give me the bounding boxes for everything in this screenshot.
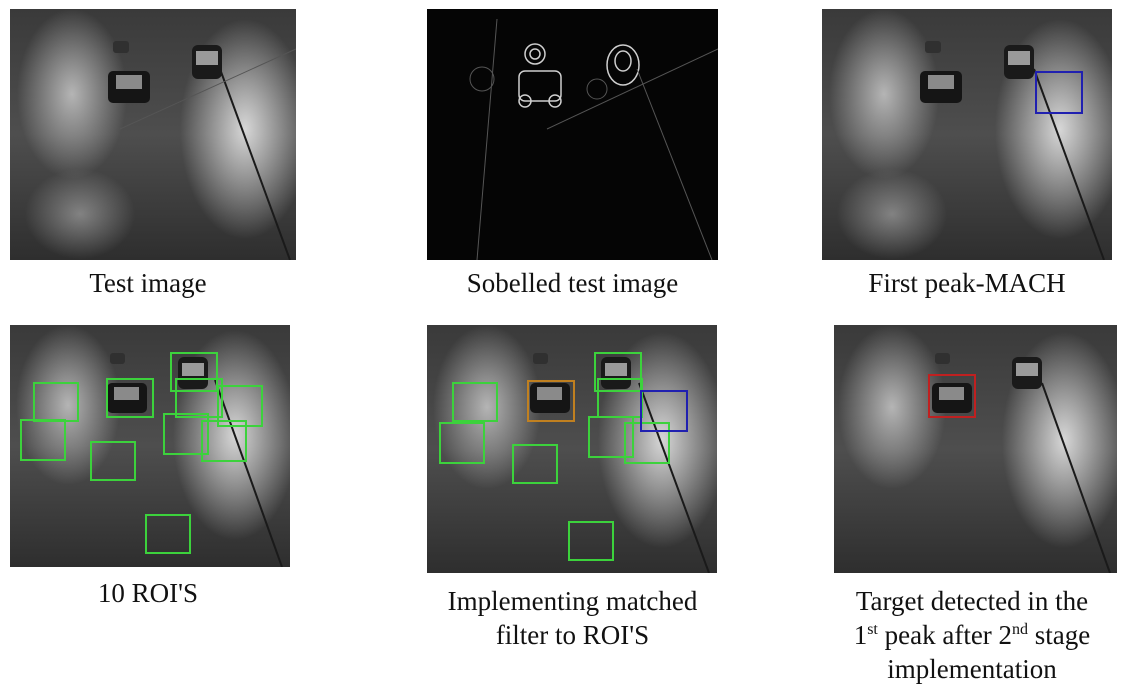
test-image-panel: [10, 9, 296, 260]
first-peak-image: [822, 9, 1112, 260]
detected-target-box: [928, 374, 976, 418]
roi-image: [10, 325, 290, 567]
roi-boxes: [20, 352, 263, 554]
caption-sobelled: Sobelled test image: [466, 268, 679, 298]
sobelled-image-panel: [427, 9, 718, 260]
peak-box-filtered: [640, 390, 688, 432]
caption-target-line1: Target detected in the: [855, 586, 1089, 616]
matched-filter-panel: [427, 325, 717, 573]
caption-target-detected: Target detected in the 1st peak after 2n…: [822, 584, 1122, 686]
rc-car-left: [108, 41, 150, 103]
caption-target-line2: 1st peak after 2nd stage: [822, 618, 1122, 652]
caption-target-l2-sup2: nd: [1012, 621, 1029, 638]
caption-matched-filter-line1: Implementing matched: [447, 586, 698, 616]
rc-car-right: [192, 45, 222, 79]
first-peak-panel: [822, 9, 1112, 260]
caption-matched-filter-line2: filter to ROI'S: [495, 620, 650, 650]
caption-roi: 10 ROI'S: [97, 578, 199, 608]
roi-panel: [10, 325, 290, 567]
target-roi-box: [527, 380, 575, 422]
sobelled-image: [427, 9, 718, 260]
caption-target-l2-a: 1: [853, 620, 868, 650]
roi-boxes-filtered: [439, 352, 670, 561]
caption-first-peak: First peak-MACH: [868, 268, 1066, 298]
caption-target-line3: implementation: [887, 654, 1057, 684]
target-detected-panel: [834, 325, 1117, 573]
caption-target-l2-sup1: st: [867, 621, 878, 638]
caption-target-l2-c: stage: [1028, 620, 1091, 650]
peak-box: [1035, 71, 1083, 114]
caption-matched-filter: Implementing matched filter to ROI'S: [400, 584, 745, 652]
target-detected-image: [834, 325, 1117, 573]
matched-filter-image: [427, 325, 717, 573]
test-image: [10, 9, 296, 260]
caption-test-image: Test image: [89, 268, 207, 298]
caption-target-l2-b: peak after 2: [877, 620, 1013, 650]
